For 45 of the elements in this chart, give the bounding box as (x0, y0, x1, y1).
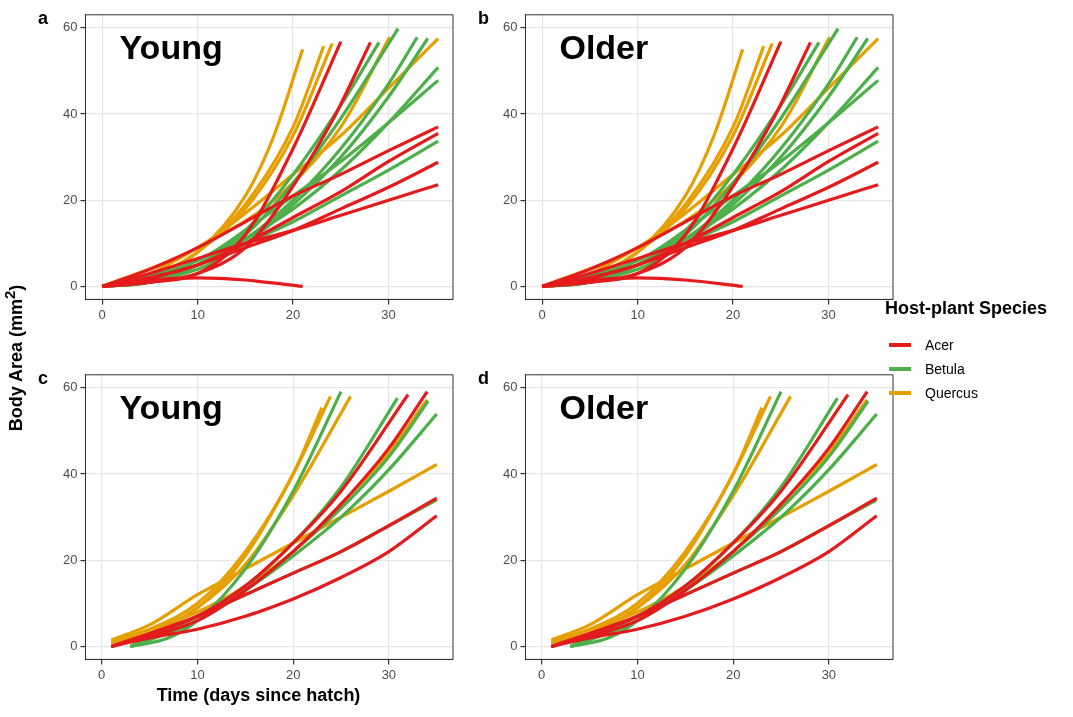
y-tick-label: 0 (510, 638, 518, 654)
x-axis-title: Time (days since hatch) (155, 685, 362, 706)
x-tick-label: 10 (190, 306, 205, 322)
x-tick-label: 0 (98, 666, 106, 682)
x-tick-label: 30 (381, 666, 397, 682)
annotation: Older (559, 388, 649, 427)
x-tick-label: 0 (538, 666, 546, 682)
legend-label: Quercus (925, 385, 978, 401)
y-tick-label: 40 (502, 465, 518, 481)
x-tick-label: 30 (821, 666, 837, 682)
chart-title: d (478, 368, 489, 389)
y-tick-label: 20 (502, 191, 518, 207)
legend-title: Host-plant Species (885, 298, 1048, 319)
y-tick-label: 60 (62, 379, 78, 395)
y-tick-label: 40 (62, 105, 78, 121)
x-tick-label: 10 (630, 666, 645, 682)
x-tick-label: 0 (98, 306, 106, 322)
x-tick-label: 20 (725, 666, 741, 682)
y-tick-label: 20 (62, 191, 78, 207)
y-tick-label: 20 (62, 551, 78, 567)
y-tick-label: 40 (502, 105, 518, 121)
annotation: Young (119, 28, 223, 67)
x-tick-label: 20 (285, 666, 301, 682)
x-tick-label: 10 (190, 666, 205, 682)
chart-title: b (478, 8, 489, 29)
y-tick-label: 0 (510, 278, 518, 294)
y-tick-label: 0 (70, 278, 78, 294)
y-tick-label: 60 (62, 19, 78, 35)
y-tick-label: 40 (62, 465, 78, 481)
x-tick-label: 30 (821, 306, 836, 322)
x-tick-label: 20 (285, 306, 301, 322)
x-tick-label: 0 (538, 306, 546, 322)
legend-label: Acer (925, 337, 954, 353)
y-tick-label: 0 (70, 638, 78, 654)
x-tick-label: 30 (381, 306, 396, 322)
legend-label: Betula (925, 361, 965, 377)
chart-title: c (38, 368, 49, 389)
annotation: Older (559, 28, 649, 67)
y-tick-label: 20 (502, 551, 518, 567)
chart-title: a (38, 8, 49, 29)
y-tick-label: 60 (502, 379, 518, 395)
y-tick-label: 60 (502, 19, 518, 35)
x-tick-label: 20 (725, 306, 741, 322)
annotation: Young (119, 388, 223, 427)
x-tick-label: 10 (630, 306, 645, 322)
